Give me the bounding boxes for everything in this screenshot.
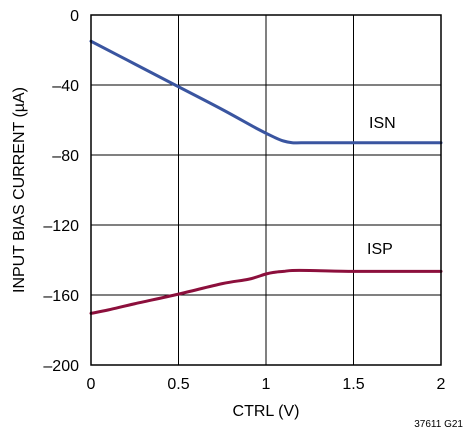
y-tick-label: –200 (43, 358, 79, 375)
series-labels: ISN ISP (367, 115, 396, 258)
y-axis-label: INPUT BIAS CURRENT (µA) (11, 87, 28, 293)
series-line-isp (89, 268, 443, 315)
y-tick-label: –40 (52, 78, 79, 95)
series-label-isp: ISP (367, 241, 393, 258)
plot-frame (90, 14, 442, 366)
x-tick-label: 0.5 (167, 376, 189, 393)
series-line-isn (89, 39, 443, 145)
y-tick-labels: 0 –40 –80 –120 –160 –200 (43, 8, 79, 375)
y-tick-label: –160 (43, 288, 79, 305)
x-tick-label: 2 (437, 376, 446, 393)
grid (91, 15, 441, 365)
x-tick-label: 1 (262, 376, 271, 393)
x-tick-label: 1.5 (342, 376, 364, 393)
x-tick-label: 0 (87, 376, 96, 393)
x-tick-labels: 0 0.5 1 1.5 2 (87, 376, 446, 393)
figure-id: 37611 G21 (414, 419, 463, 430)
y-tick-label: –120 (43, 218, 79, 235)
x-axis-label: CTRL (V) (233, 403, 300, 420)
series-label-isn: ISN (369, 115, 396, 132)
y-tick-label: –80 (52, 148, 79, 165)
series-lines (89, 39, 443, 315)
y-tick-label: 0 (70, 8, 79, 25)
